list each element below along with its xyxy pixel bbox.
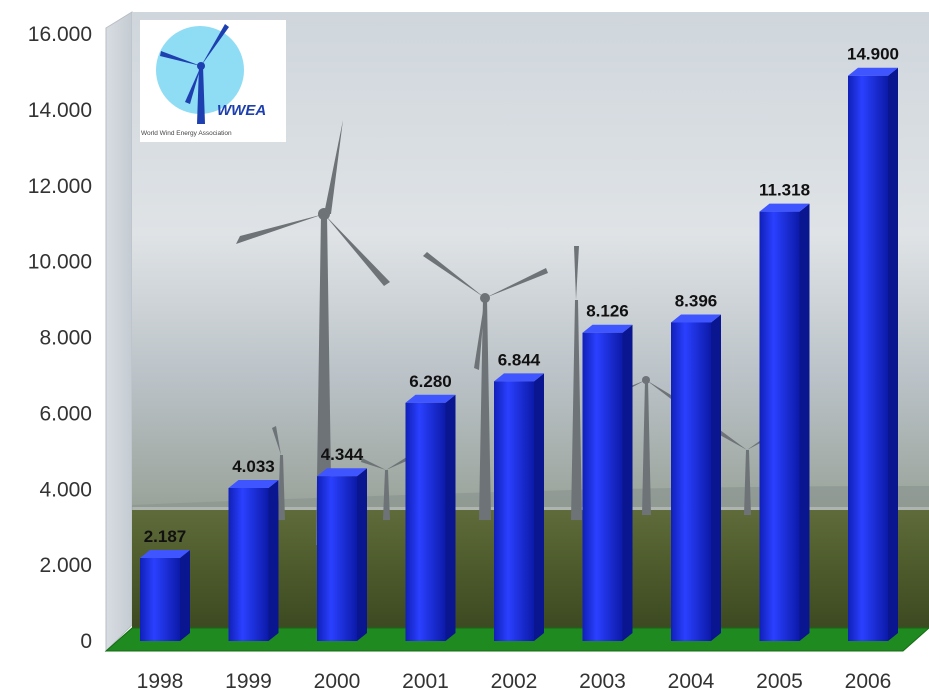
x-tick-label: 2003 xyxy=(579,670,626,693)
bar-front xyxy=(405,402,446,641)
data-label: 6.844 xyxy=(498,350,541,369)
data-label: 8.126 xyxy=(586,302,629,321)
bar-front xyxy=(848,75,888,641)
logo-name: WWEA xyxy=(217,102,266,119)
y-tick-label: 4.000 xyxy=(39,478,92,501)
bar-side xyxy=(888,67,898,641)
y-tick-label: 10.000 xyxy=(28,251,92,274)
bar-top xyxy=(671,314,721,323)
bar xyxy=(317,468,367,641)
data-label: 14.900 xyxy=(847,45,899,64)
x-tick-label: 2006 xyxy=(845,670,892,693)
bar xyxy=(671,314,721,641)
data-label: 8.396 xyxy=(675,291,718,310)
y-tick-label: 16.000 xyxy=(28,23,92,46)
bar-front xyxy=(140,558,180,641)
data-labels: 2.187 4.033 4.344 6.280 6.844 8.126 8.396 11.31… xyxy=(144,45,899,546)
x-tick-label: 2004 xyxy=(668,670,715,693)
bar-front xyxy=(494,381,534,641)
x-tick-label: 2000 xyxy=(314,670,361,693)
bar-side xyxy=(357,468,367,641)
bar-side xyxy=(799,203,810,641)
bar-top xyxy=(582,324,633,333)
wind-turbine-graphics xyxy=(236,120,777,545)
x-tick-label: 2001 xyxy=(402,670,449,693)
bar xyxy=(405,394,456,641)
bar-side xyxy=(622,324,633,641)
bar-series xyxy=(140,67,898,641)
data-label: 4.344 xyxy=(321,445,364,464)
data-label: 6.280 xyxy=(409,372,452,391)
data-label: 2.187 xyxy=(144,527,187,546)
bar-top xyxy=(848,67,898,76)
bar-top xyxy=(759,203,810,212)
bar-side xyxy=(711,314,721,641)
data-label: 11.318 xyxy=(759,181,810,200)
y-tick-label: 0 xyxy=(80,630,92,653)
y-tick-label: 6.000 xyxy=(39,402,92,425)
bar xyxy=(582,324,633,641)
bar-front xyxy=(228,487,269,641)
x-tick-label: 1998 xyxy=(137,670,184,693)
bar xyxy=(848,67,898,641)
y-tick-label: 2.000 xyxy=(39,554,92,577)
bar-front xyxy=(582,332,623,641)
y-axis: 0 2.000 4.000 6.000 8.000 10.000 12.000 14.000 1… xyxy=(28,23,92,653)
bar-top xyxy=(494,373,544,382)
bar xyxy=(228,479,279,641)
data-label: 4.033 xyxy=(232,457,275,476)
x-tick-label: 2002 xyxy=(491,670,538,693)
bar-side xyxy=(445,394,456,641)
bar xyxy=(759,203,810,641)
y-tick-label: 12.000 xyxy=(28,175,92,198)
bar-side xyxy=(268,479,279,641)
wwea-logo: WWEA World Wind Energy Association xyxy=(140,20,286,142)
x-tick-label: 2005 xyxy=(756,670,803,693)
x-tick-label: 1999 xyxy=(225,670,272,693)
bar-front xyxy=(317,476,357,641)
bar-top xyxy=(140,550,190,559)
bar-front xyxy=(671,322,711,641)
bar-side xyxy=(180,550,190,641)
bar xyxy=(494,373,544,641)
bar-front xyxy=(759,211,800,641)
bar-top xyxy=(405,394,456,403)
x-axis: 1998 1999 2000 2001 2002 2003 2004 2005 2006 xyxy=(137,670,892,693)
bar xyxy=(140,550,190,641)
bar-top xyxy=(317,468,367,477)
logo-subtitle: World Wind Energy Association xyxy=(141,130,232,137)
y-tick-label: 8.000 xyxy=(39,327,92,350)
chart-side-wall xyxy=(105,11,133,653)
bar-side xyxy=(534,373,544,641)
bar-top xyxy=(228,479,279,488)
y-tick-label: 14.000 xyxy=(28,99,92,122)
